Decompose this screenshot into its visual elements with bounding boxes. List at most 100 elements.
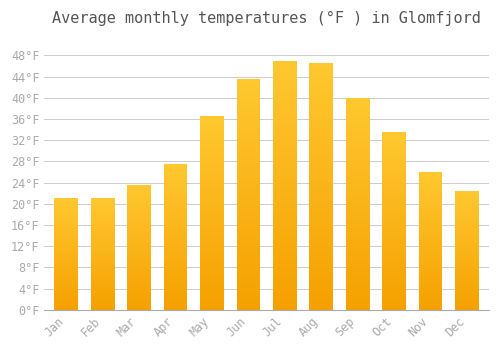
Bar: [236, 215, 260, 218]
Bar: [164, 201, 188, 202]
Bar: [200, 285, 224, 287]
Bar: [455, 289, 479, 290]
Bar: [91, 275, 114, 276]
Bar: [91, 211, 114, 212]
Bar: [200, 283, 224, 285]
Bar: [419, 270, 442, 271]
Bar: [91, 229, 114, 230]
Bar: [310, 110, 333, 113]
Bar: [310, 108, 333, 110]
Bar: [382, 257, 406, 258]
Bar: [200, 232, 224, 234]
Bar: [346, 142, 370, 145]
Bar: [54, 256, 78, 258]
Bar: [310, 88, 333, 90]
Bar: [455, 275, 479, 276]
Bar: [54, 287, 78, 289]
Bar: [346, 187, 370, 189]
Bar: [310, 298, 333, 300]
Bar: [273, 305, 296, 307]
Bar: [382, 136, 406, 138]
Bar: [236, 162, 260, 164]
Bar: [455, 278, 479, 279]
Bar: [419, 282, 442, 284]
Bar: [455, 300, 479, 301]
Bar: [236, 296, 260, 298]
Bar: [200, 180, 224, 182]
Bar: [236, 91, 260, 93]
Bar: [419, 231, 442, 233]
Bar: [236, 192, 260, 195]
Bar: [273, 232, 296, 235]
Bar: [91, 300, 114, 301]
Bar: [200, 157, 224, 159]
Bar: [273, 143, 296, 145]
Bar: [91, 202, 114, 203]
Bar: [54, 279, 78, 280]
Bar: [455, 232, 479, 233]
Bar: [128, 209, 151, 210]
Bar: [164, 180, 188, 182]
Bar: [200, 294, 224, 296]
Bar: [419, 299, 442, 300]
Bar: [419, 301, 442, 303]
Bar: [382, 169, 406, 171]
Bar: [91, 238, 114, 240]
Bar: [346, 151, 370, 153]
Bar: [91, 237, 114, 238]
Bar: [200, 217, 224, 219]
Bar: [200, 151, 224, 153]
Bar: [455, 211, 479, 212]
Bar: [382, 134, 406, 136]
Bar: [382, 262, 406, 264]
Bar: [273, 262, 296, 265]
Bar: [419, 179, 442, 180]
Bar: [164, 206, 188, 208]
Bar: [54, 285, 78, 286]
Bar: [346, 130, 370, 132]
Bar: [54, 238, 78, 240]
Bar: [200, 223, 224, 225]
Bar: [346, 221, 370, 223]
Bar: [54, 294, 78, 295]
Bar: [164, 289, 188, 291]
Bar: [200, 290, 224, 292]
Bar: [310, 206, 333, 209]
Bar: [236, 102, 260, 105]
Bar: [91, 260, 114, 261]
Bar: [310, 199, 333, 201]
Bar: [200, 213, 224, 215]
Bar: [128, 295, 151, 296]
Bar: [419, 279, 442, 281]
Bar: [236, 257, 260, 259]
Bar: [91, 205, 114, 206]
Bar: [54, 268, 78, 270]
Bar: [54, 252, 78, 253]
Bar: [346, 306, 370, 308]
Bar: [128, 258, 151, 259]
Bar: [273, 205, 296, 208]
Bar: [455, 266, 479, 267]
Bar: [419, 233, 442, 234]
Bar: [128, 231, 151, 232]
Bar: [419, 223, 442, 224]
Bar: [419, 180, 442, 182]
Bar: [164, 237, 188, 238]
Bar: [236, 218, 260, 220]
Bar: [419, 308, 442, 310]
Bar: [54, 230, 78, 231]
Bar: [91, 281, 114, 282]
Bar: [273, 218, 296, 220]
Bar: [346, 272, 370, 274]
Bar: [310, 187, 333, 189]
Bar: [200, 238, 224, 240]
Bar: [273, 185, 296, 188]
Bar: [419, 253, 442, 254]
Bar: [164, 218, 188, 219]
Bar: [382, 168, 406, 169]
Bar: [164, 281, 188, 282]
Bar: [91, 272, 114, 273]
Bar: [128, 264, 151, 265]
Bar: [455, 249, 479, 250]
Bar: [54, 263, 78, 264]
